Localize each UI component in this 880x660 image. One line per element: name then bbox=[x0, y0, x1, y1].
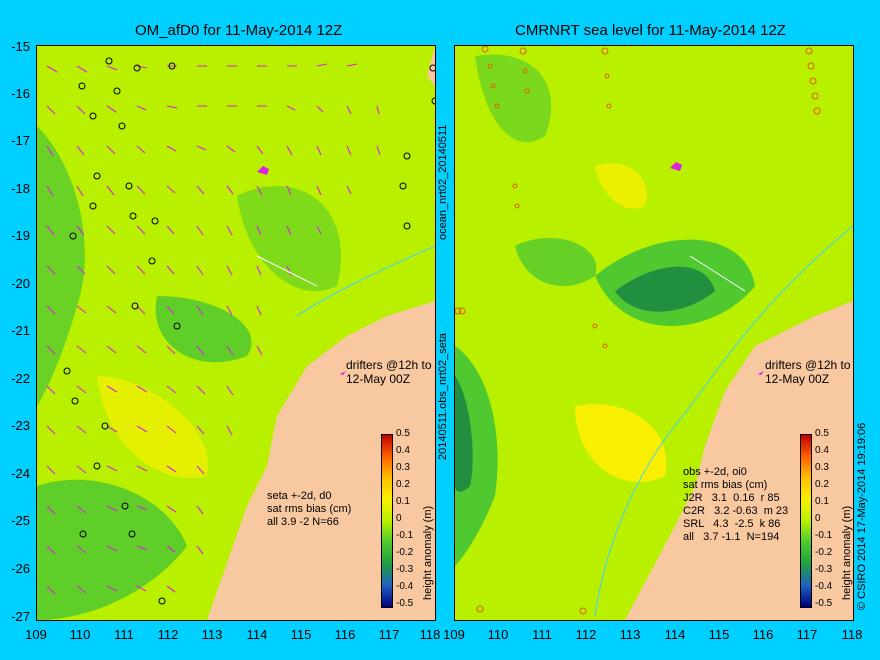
colorbar-tick: 0.3 bbox=[815, 462, 829, 473]
y-tick: -18 bbox=[11, 181, 30, 196]
colorbar-tick: -0.5 bbox=[396, 598, 414, 609]
x-tick: 110 bbox=[69, 627, 91, 642]
left-drifters-label: drifters @12h to 12-May 00Z bbox=[346, 358, 432, 386]
right-colorbar-label: height anomaly (m) bbox=[841, 505, 853, 600]
y-tick: -22 bbox=[11, 371, 30, 386]
colorbar-tick: 0.4 bbox=[396, 445, 410, 456]
right-stats-annotation: obs +-2d, oi0 sat rms bias (cm) J2R 3.1 … bbox=[683, 466, 789, 543]
left-panel-title: OM_afD0 for 11-May-2014 12Z bbox=[135, 22, 343, 39]
left-map-panel bbox=[36, 45, 436, 621]
colorbar-tick: 0.3 bbox=[396, 462, 410, 473]
credit-label: © CSIRO 2014 17-May-2014 19:19:06 bbox=[856, 422, 868, 610]
x-tick: 116 bbox=[752, 627, 774, 642]
x-tick: 112 bbox=[575, 627, 597, 642]
drifters-line: drifters @12h to bbox=[765, 358, 851, 372]
y-tick: -24 bbox=[11, 466, 30, 481]
x-tick: 116 bbox=[334, 627, 356, 642]
y-tick: -25 bbox=[11, 513, 30, 528]
colorbar-tick: 0 bbox=[815, 513, 821, 524]
colorbar-tick: -0.4 bbox=[815, 581, 833, 592]
left-map bbox=[37, 46, 435, 620]
left-stats-annotation: seta +-2d, d0 sat rms bias (cm) all 3.9 … bbox=[267, 490, 352, 528]
current-vectors bbox=[46, 63, 381, 595]
left-colorbar-label: height anomaly (m) bbox=[422, 505, 434, 600]
x-tick: 114 bbox=[246, 627, 268, 642]
left-colorbar bbox=[381, 434, 393, 608]
colorbar-tick: -0.2 bbox=[396, 547, 414, 558]
x-tick: 114 bbox=[664, 627, 686, 642]
right-drifters-label: drifters @12h to 12-May 00Z bbox=[765, 358, 851, 386]
y-tick: -17 bbox=[11, 133, 30, 148]
drifters-line: 12-May 00Z bbox=[765, 372, 830, 386]
x-tick: 113 bbox=[619, 627, 641, 642]
y-tick: -23 bbox=[11, 418, 30, 433]
right-map bbox=[455, 46, 853, 620]
right-map-panel bbox=[454, 45, 854, 621]
y-tick: -27 bbox=[11, 609, 30, 624]
x-tick: 111 bbox=[114, 627, 134, 642]
colorbar-tick: 0.5 bbox=[815, 428, 829, 439]
colorbar-tick: 0.2 bbox=[396, 479, 410, 490]
x-tick: 109 bbox=[25, 627, 47, 642]
x-tick: 109 bbox=[443, 627, 465, 642]
colorbar-tick: -0.5 bbox=[815, 598, 833, 609]
x-tick: 118 bbox=[419, 627, 441, 642]
x-tick: 111 bbox=[532, 627, 552, 642]
drifters-line: drifters @12h to bbox=[346, 358, 432, 372]
colorbar-tick: 0.5 bbox=[396, 428, 410, 439]
colorbar-tick: -0.4 bbox=[396, 581, 414, 592]
x-tick: 115 bbox=[708, 627, 730, 642]
colorbar-tick: 0.4 bbox=[815, 445, 829, 456]
x-tick: 115 bbox=[290, 627, 312, 642]
y-tick: -15 bbox=[11, 39, 30, 54]
colorbar-tick: -0.1 bbox=[396, 530, 414, 541]
x-tick: 117 bbox=[796, 627, 818, 642]
x-tick: 117 bbox=[378, 627, 400, 642]
obs-markers bbox=[455, 46, 821, 615]
x-tick: 118 bbox=[841, 627, 863, 642]
right-panel-title: CMRNRT sea level for 11-May-2014 12Z bbox=[515, 22, 786, 39]
obs-markers bbox=[63, 57, 435, 605]
drifters-line: 12-May 00Z bbox=[346, 372, 411, 386]
colorbar-tick: -0.3 bbox=[396, 564, 414, 575]
y-tick: -19 bbox=[11, 228, 30, 243]
colorbar-tick: 0.2 bbox=[815, 479, 829, 490]
colorbar-tick: 0.1 bbox=[396, 496, 410, 507]
y-tick: -26 bbox=[11, 561, 30, 576]
y-tick: -21 bbox=[11, 323, 30, 338]
colorbar-tick: 0.1 bbox=[815, 496, 829, 507]
colorbar-tick: 0 bbox=[396, 513, 402, 524]
bottom-vertical-label: 20140511.obs_nrt02_seta bbox=[437, 332, 449, 460]
x-tick: 110 bbox=[487, 627, 509, 642]
right-colorbar bbox=[800, 434, 812, 608]
colorbar-tick: -0.1 bbox=[815, 530, 833, 541]
y-tick: -20 bbox=[11, 276, 30, 291]
colorbar-tick: -0.2 bbox=[815, 547, 833, 558]
y-tick: -16 bbox=[11, 86, 30, 101]
colorbar-tick: -0.3 bbox=[815, 564, 833, 575]
x-tick: 112 bbox=[157, 627, 179, 642]
top-vertical-label: ocean_nrt02_20140511 bbox=[437, 124, 449, 240]
x-tick: 113 bbox=[201, 627, 223, 642]
